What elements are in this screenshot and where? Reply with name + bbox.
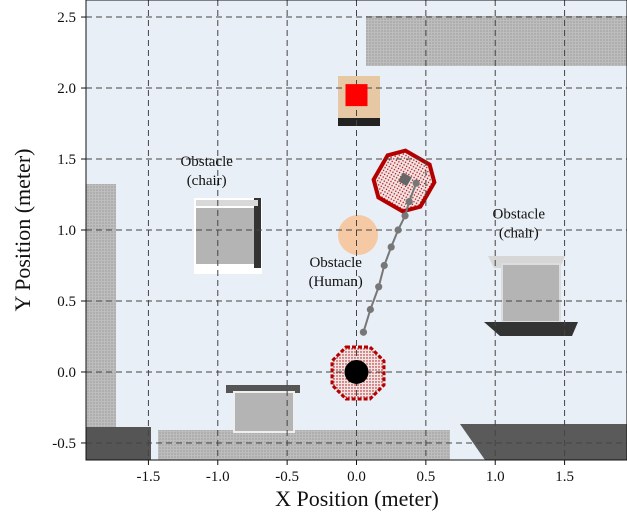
trajectory-point bbox=[366, 305, 374, 314]
y-tick-label: 1.5 bbox=[57, 152, 76, 168]
x-axis-label: X Position (meter) bbox=[275, 486, 439, 511]
chair-bottom bbox=[226, 385, 300, 433]
x-tick-label: -1.5 bbox=[137, 469, 161, 485]
x-tick-label: 0.0 bbox=[347, 469, 366, 485]
x-tick-label: 0.5 bbox=[416, 469, 435, 485]
chair-left bbox=[194, 198, 262, 274]
data-marks bbox=[344, 84, 420, 384]
wall-left bbox=[86, 184, 116, 460]
wall-bottom-right-dark bbox=[460, 424, 627, 460]
x-tick-label: 1.5 bbox=[555, 469, 574, 485]
robot-start-marker bbox=[344, 359, 369, 384]
y-axis-ticks: -0.5 0.0 0.5 1.0 1.5 2.0 2.5 bbox=[52, 10, 86, 452]
y-tick-label: 0.5 bbox=[57, 294, 76, 310]
y-tick-label: 2.5 bbox=[57, 10, 76, 26]
trajectory-point bbox=[394, 226, 402, 234]
trajectory-point bbox=[359, 328, 368, 336]
x-tick-label: 1.0 bbox=[486, 469, 505, 485]
wall-top bbox=[366, 16, 627, 66]
robot-end bbox=[371, 148, 437, 214]
annotations: Obstacle (chair) Obstacle (chair) Obstacle (H… bbox=[180, 154, 545, 290]
trajectory-point bbox=[387, 243, 395, 251]
trajectory-point bbox=[380, 261, 388, 270]
x-tick-label: -0.5 bbox=[275, 469, 299, 485]
human-obstacle-disc bbox=[338, 215, 378, 255]
x-axis-ticks: -1.5 -1.0 -0.5 0.0 0.5 1.0 1.5 bbox=[137, 460, 574, 485]
annotation-label: Obstacle (chair) bbox=[180, 154, 233, 189]
wall-bottom-left-dark bbox=[86, 427, 151, 460]
goal-marker bbox=[345, 84, 368, 107]
chair-right bbox=[484, 256, 578, 336]
trajectory-point bbox=[401, 212, 409, 220]
trajectory-point bbox=[405, 198, 413, 206]
x-tick-label: -1.0 bbox=[206, 469, 230, 485]
y-tick-label: 1.0 bbox=[57, 223, 76, 239]
y-axis-label: Y Position (meter) bbox=[10, 149, 35, 312]
y-tick-label: -0.5 bbox=[52, 436, 76, 452]
wall-bottom bbox=[158, 430, 450, 460]
annotation-label: Obstacle (chair) bbox=[493, 207, 546, 242]
annotation-label: Obstacle (Human) bbox=[309, 255, 363, 290]
trajectory-point bbox=[412, 179, 420, 187]
y-tick-label: 2.0 bbox=[57, 81, 76, 97]
scene-objects bbox=[86, 16, 627, 460]
y-tick-label: 0.0 bbox=[57, 365, 76, 381]
trajectory-point bbox=[375, 283, 383, 291]
